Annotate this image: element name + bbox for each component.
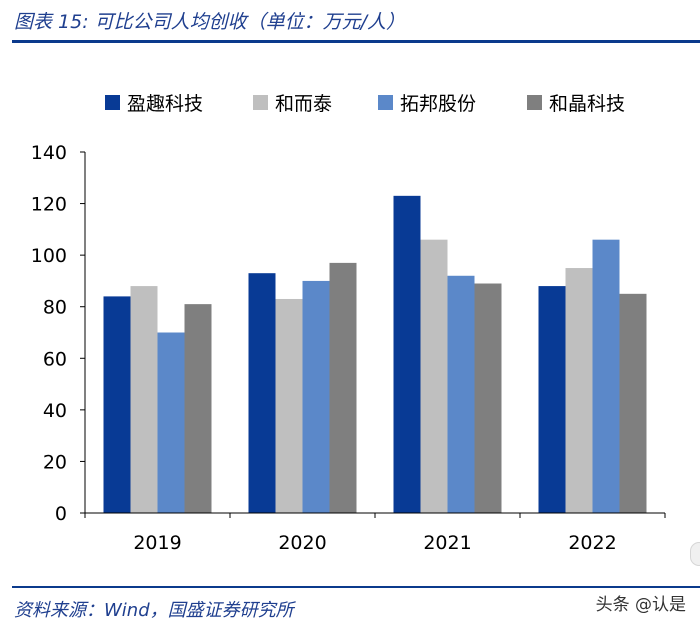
x-tick-label: 2020 [278,532,326,554]
bar [275,298,303,513]
x-axis: 2019 2020 2021 2022 [84,512,666,554]
bar [420,239,448,513]
bar [157,332,185,513]
bar [184,304,212,513]
legend-label: 拓邦股份 [400,93,476,115]
header-rule [12,40,700,43]
chart-header: 图表 15: 可比公司人均创收（单位：万元/人） [0,0,700,46]
bar [619,293,647,513]
bar [538,286,566,513]
y-tick-label: 100 [31,245,67,267]
legend-swatch [378,95,393,110]
bar [393,195,421,514]
y-tick-label: 60 [43,348,67,370]
bar [130,286,158,513]
x-tick-label: 2019 [133,532,181,554]
legend-swatch [105,95,120,110]
chart-title: 图表 15: 可比公司人均创收（单位：万元/人） [14,11,406,33]
footer-rule [12,586,700,588]
x-tick-label: 2022 [568,532,616,554]
chart-source: 资料来源：Wind，国盛证券研究所 [14,600,294,621]
y-tick-label: 140 [31,142,67,164]
y-tick-label: 80 [43,297,67,319]
bar [447,275,475,513]
bar [248,273,276,513]
legend-label: 和而泰 [275,93,332,115]
bar [565,268,593,513]
scroll-handle[interactable] [690,542,700,566]
bar [103,296,131,513]
y-axis: 0 20 40 60 80 100 120 140 [31,142,86,525]
legend-label: 盈趣科技 [127,93,203,115]
x-tick-label: 2021 [423,532,471,554]
watermark: 头条 @认是 [595,595,686,615]
bars [103,195,647,514]
legend: 盈趣科技 和而泰 拓邦股份 和晶科技 [105,93,625,115]
legend-label: 和晶科技 [549,93,625,115]
y-tick-label: 20 [43,451,67,473]
y-tick-label: 0 [55,503,67,525]
bar [302,280,330,513]
legend-swatch [253,95,268,110]
bar [474,283,502,513]
y-tick-label: 40 [43,400,67,422]
bar [592,239,620,513]
bar [329,262,357,513]
legend-swatch [527,95,542,110]
y-tick-label: 120 [31,194,67,216]
